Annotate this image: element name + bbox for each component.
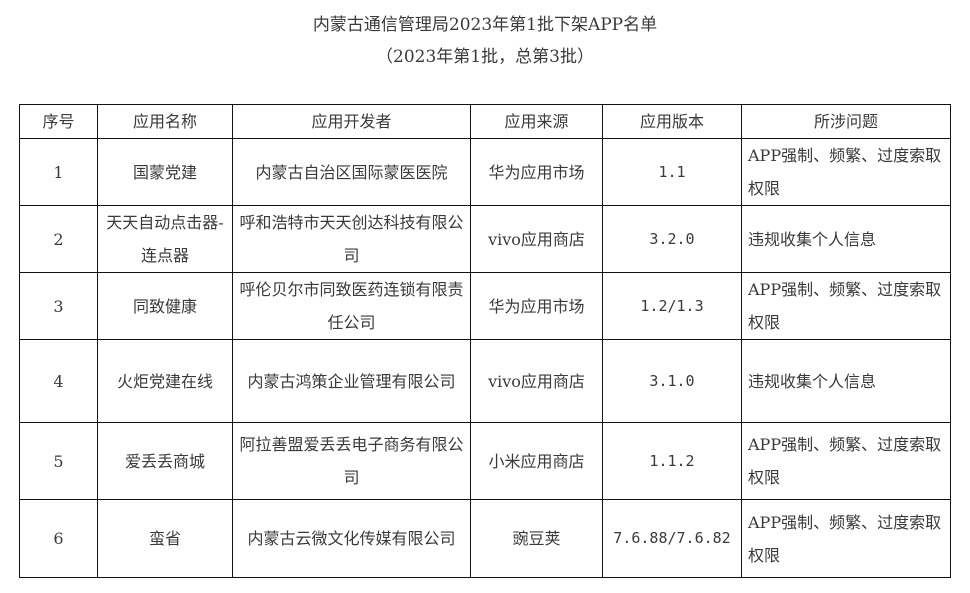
app-removal-table: 序号 应用名称 应用开发者 应用来源 应用版本 所涉问题 1 国蒙党建 内蒙古自治区…	[19, 104, 951, 578]
cell-developer: 呼和浩特市天天创达科技有限公司	[232, 205, 471, 273]
cell-row-number: 6	[19, 499, 98, 578]
header-developer: 应用开发者	[232, 104, 471, 139]
cell-app-name: 蛮省	[97, 499, 233, 578]
cell-source: 豌豆荚	[470, 499, 603, 578]
cell-row-number: 1	[19, 138, 98, 206]
cell-source: vivo应用商店	[470, 339, 603, 423]
cell-version: 3.1.0	[602, 339, 742, 423]
cell-developer: 阿拉善盟爱丢丢电子商务有限公司	[232, 422, 471, 500]
table-row: 1 国蒙党建 内蒙古自治区国际蒙医医院 华为应用市场 1.1 APP强制、频繁、过度索取权…	[19, 138, 951, 206]
cell-version: 3.2.0	[602, 205, 742, 273]
cell-developer: 内蒙古自治区国际蒙医医院	[232, 138, 471, 206]
cell-app-name: 国蒙党建	[97, 138, 233, 206]
cell-developer: 内蒙古鸿策企业管理有限公司	[232, 339, 471, 423]
cell-version: 1.1	[602, 138, 742, 206]
cell-row-number: 2	[19, 205, 98, 273]
cell-issue: APP强制、频繁、过度索取权限	[741, 499, 951, 578]
cell-issue: 违规收集个人信息	[741, 339, 951, 423]
cell-row-number: 5	[19, 422, 98, 500]
header-source: 应用来源	[470, 104, 603, 139]
table-row: 6 蛮省 内蒙古云微文化传媒有限公司 豌豆荚 7.6.88/7.6.82 APP强制、频繁…	[19, 499, 951, 578]
cell-app-name: 火炬党建在线	[97, 339, 233, 423]
cell-developer: 呼伦贝尔市同致医药连锁有限责任公司	[232, 272, 471, 340]
cell-source: 华为应用市场	[470, 138, 603, 206]
table-row: 3 同致健康 呼伦贝尔市同致医药连锁有限责任公司 华为应用市场 1.2/1.3 APP强制…	[19, 272, 951, 340]
cell-issue: APP强制、频繁、过度索取权限	[741, 272, 951, 340]
cell-app-name: 天天自动点击器-连点器	[97, 205, 233, 273]
cell-developer: 内蒙古云微文化传媒有限公司	[232, 499, 471, 578]
cell-version: 1.1.2	[602, 422, 742, 500]
cell-source: vivo应用商店	[470, 205, 603, 273]
cell-source: 小米应用商店	[470, 422, 603, 500]
cell-issue: 违规收集个人信息	[741, 205, 951, 273]
cell-source: 华为应用市场	[470, 272, 603, 340]
cell-app-name: 同致健康	[97, 272, 233, 340]
table-header-row: 序号 应用名称 应用开发者 应用来源 应用版本 所涉问题	[19, 104, 951, 139]
header-version: 应用版本	[602, 104, 742, 139]
header-issue: 所涉问题	[741, 104, 951, 139]
table-row: 2 天天自动点击器-连点器 呼和浩特市天天创达科技有限公司 vivo应用商店 3.2.0…	[19, 205, 951, 273]
document-subtitle: （2023年第1批，总第3批）	[376, 47, 594, 67]
cell-row-number: 4	[19, 339, 98, 423]
cell-issue: APP强制、频繁、过度索取权限	[741, 138, 951, 206]
header-app-name: 应用名称	[97, 104, 233, 139]
cell-version: 1.2/1.3	[602, 272, 742, 340]
cell-issue: APP强制、频繁、过度索取权限	[741, 422, 951, 500]
cell-version: 7.6.88/7.6.82	[602, 499, 742, 578]
table-row: 5 爱丢丢商城 阿拉善盟爱丢丢电子商务有限公司 小米应用商店 1.1.2 APP强制、频繁…	[19, 422, 951, 500]
table-row: 4 火炬党建在线 内蒙古鸿策企业管理有限公司 vivo应用商店 3.1.0 违规收集个人信…	[19, 339, 951, 423]
cell-app-name: 爱丢丢商城	[97, 422, 233, 500]
header-no: 序号	[19, 104, 98, 139]
document-title: 内蒙古通信管理局2023年第1批下架APP名单	[312, 15, 658, 35]
cell-row-number: 3	[19, 272, 98, 340]
